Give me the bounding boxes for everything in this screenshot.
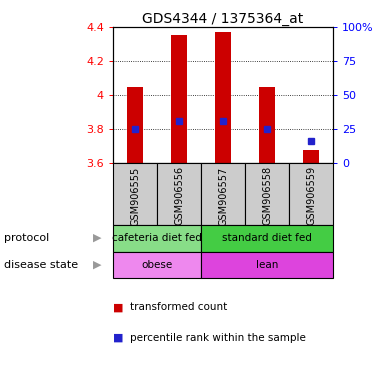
Bar bbox=[113, 163, 157, 225]
Text: GSM906556: GSM906556 bbox=[174, 166, 184, 225]
Text: GSM906559: GSM906559 bbox=[306, 166, 316, 225]
Bar bbox=[157, 163, 201, 225]
Text: ■: ■ bbox=[113, 333, 123, 343]
Bar bbox=[215, 32, 231, 163]
Text: transformed count: transformed count bbox=[130, 302, 228, 312]
Text: obese: obese bbox=[141, 260, 173, 270]
Text: lean: lean bbox=[256, 260, 278, 270]
Bar bbox=[113, 252, 201, 278]
Bar bbox=[289, 163, 333, 225]
Bar bbox=[201, 252, 333, 278]
Bar bbox=[201, 225, 333, 252]
Title: GDS4344 / 1375364_at: GDS4344 / 1375364_at bbox=[142, 12, 304, 26]
Text: GSM906558: GSM906558 bbox=[262, 166, 272, 225]
Text: standard diet fed: standard diet fed bbox=[222, 233, 312, 243]
Text: ▶: ▶ bbox=[93, 233, 102, 243]
Text: disease state: disease state bbox=[4, 260, 78, 270]
Bar bbox=[201, 163, 245, 225]
Bar bbox=[245, 163, 289, 225]
Text: GSM906555: GSM906555 bbox=[130, 166, 140, 225]
Bar bbox=[113, 225, 201, 252]
Text: ■: ■ bbox=[113, 302, 123, 312]
Text: GSM906557: GSM906557 bbox=[218, 166, 228, 225]
Bar bbox=[127, 86, 143, 163]
Bar bbox=[171, 35, 187, 163]
Bar bbox=[303, 149, 319, 163]
Bar bbox=[259, 86, 275, 163]
Text: percentile rank within the sample: percentile rank within the sample bbox=[130, 333, 306, 343]
Text: ▶: ▶ bbox=[93, 260, 102, 270]
Text: cafeteria diet fed: cafeteria diet fed bbox=[112, 233, 202, 243]
Text: protocol: protocol bbox=[4, 233, 49, 243]
